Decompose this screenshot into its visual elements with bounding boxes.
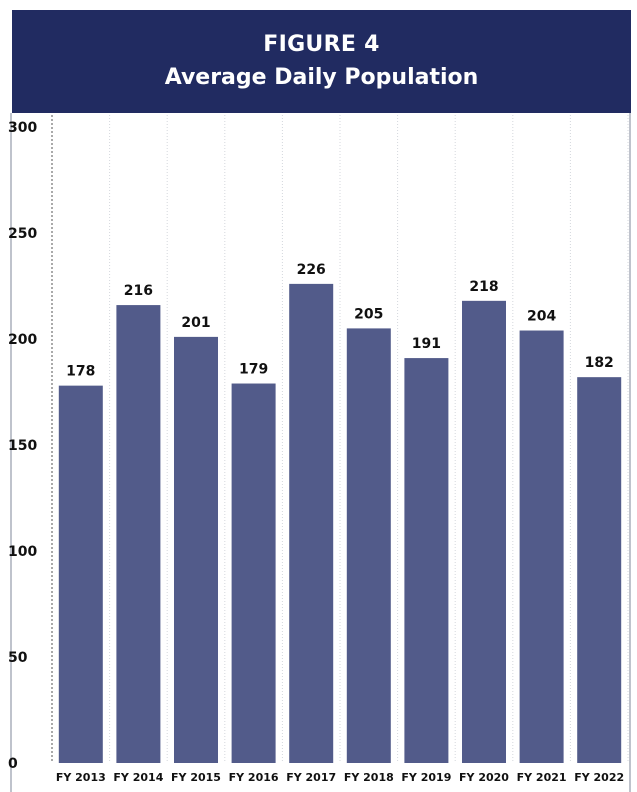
bar bbox=[231, 383, 276, 763]
x-tick-label: FY 2017 bbox=[286, 771, 336, 784]
grid-layer bbox=[51, 115, 629, 763]
data-label: 179 bbox=[239, 362, 268, 378]
y-tick-label: 0 bbox=[8, 756, 18, 772]
x-tick-label: FY 2014 bbox=[113, 771, 163, 784]
figure-number: FIGURE 4 bbox=[263, 32, 380, 57]
bar bbox=[462, 300, 506, 763]
bar-chart: 0 50 100 150 200 250 300 178 FY 2013 216 FY 2014 2… bbox=[8, 115, 629, 784]
bar bbox=[404, 358, 449, 763]
y-tick-label: 200 bbox=[8, 332, 37, 348]
bar bbox=[289, 283, 334, 763]
frame-right-border bbox=[629, 113, 631, 792]
x-tick-label: FY 2022 bbox=[574, 771, 624, 784]
bar bbox=[519, 330, 564, 763]
data-label: 191 bbox=[412, 336, 441, 352]
bar bbox=[116, 305, 161, 763]
y-tick-label: 100 bbox=[8, 544, 37, 560]
data-label: 218 bbox=[469, 279, 498, 295]
y-tick-label: 250 bbox=[8, 226, 37, 242]
data-label: 178 bbox=[66, 364, 95, 380]
x-tick-label: FY 2020 bbox=[459, 771, 509, 784]
bar bbox=[346, 328, 391, 763]
data-label: 216 bbox=[124, 283, 153, 299]
bar bbox=[577, 377, 622, 763]
axis-layer: 0 50 100 150 200 250 300 bbox=[8, 120, 37, 772]
frame-left-border bbox=[10, 113, 12, 792]
figure-header: FIGURE 4 Average Daily Population bbox=[12, 10, 631, 113]
x-tick-label: FY 2013 bbox=[56, 771, 106, 784]
y-tick-label: 300 bbox=[8, 120, 37, 136]
data-label: 205 bbox=[354, 306, 383, 322]
data-label: 182 bbox=[585, 355, 614, 371]
x-tick-label: FY 2016 bbox=[229, 771, 279, 784]
x-tick-label: FY 2021 bbox=[517, 771, 567, 784]
y-tick-label: 150 bbox=[8, 438, 37, 454]
data-label: 226 bbox=[297, 262, 326, 278]
bar bbox=[58, 385, 103, 763]
bar bbox=[174, 336, 218, 763]
chart-title: Average Daily Population bbox=[164, 65, 479, 90]
data-label: 201 bbox=[181, 315, 210, 331]
x-tick-label: FY 2018 bbox=[344, 771, 394, 784]
x-tick-label: FY 2019 bbox=[401, 771, 451, 784]
x-tick-label: FY 2015 bbox=[171, 771, 221, 784]
bar-layer bbox=[58, 283, 622, 763]
data-label: 204 bbox=[527, 309, 556, 325]
y-tick-label: 50 bbox=[8, 650, 28, 666]
label-layer: 178 FY 2013 216 FY 2014 201 FY 2015 179 FY 2016… bbox=[56, 262, 624, 784]
